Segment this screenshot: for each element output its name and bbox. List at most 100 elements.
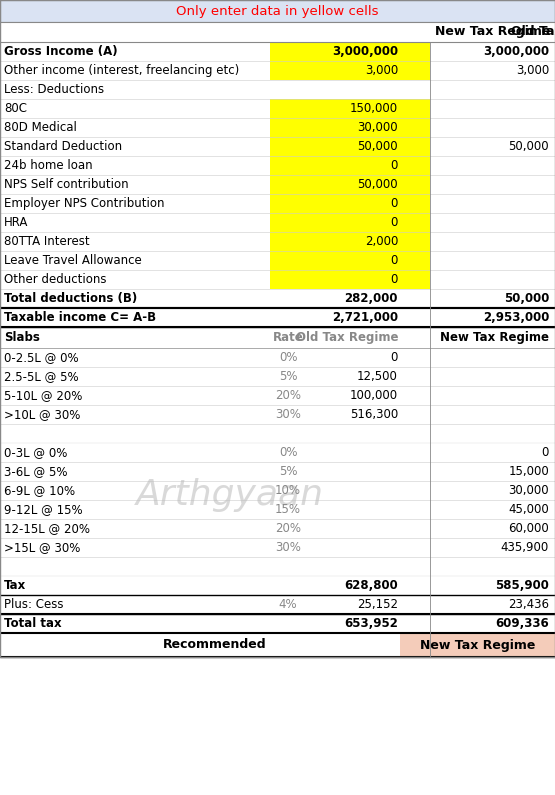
Text: 5%: 5% [279,370,297,383]
Text: New Tax Regime: New Tax Regime [440,331,549,344]
Text: Leave Travel Allowance: Leave Travel Allowance [4,254,142,267]
Text: 435,900: 435,900 [501,541,549,554]
Text: NPS Self contribution: NPS Self contribution [4,178,129,191]
Bar [270,99,430,118]
Bar [0,308,555,327]
Bar [0,213,555,232]
Text: 2,953,000: 2,953,000 [483,311,549,324]
Text: 2.5-5L @ 5%: 2.5-5L @ 5% [4,370,79,383]
Text: 3,000: 3,000 [365,64,398,77]
Text: 45,000: 45,000 [508,503,549,516]
Text: 3,000: 3,000 [516,64,549,77]
Text: 5-10L @ 20%: 5-10L @ 20% [4,389,82,402]
Bar [270,137,430,156]
Bar [270,232,430,251]
Text: Recommended: Recommended [163,638,267,651]
Text: >15L @ 30%: >15L @ 30% [4,541,80,554]
Text: 20%: 20% [275,389,301,402]
Text: Total deductions (B): Total deductions (B) [4,292,137,305]
Bar [0,576,555,595]
Text: Arthgyaan: Arthgyaan [136,478,324,512]
Text: 30,000: 30,000 [357,121,398,134]
Bar [0,348,555,367]
Bar [0,424,555,443]
Text: 4%: 4% [279,598,297,611]
Text: 80C: 80C [4,102,27,115]
Text: 30,000: 30,000 [508,484,549,497]
Text: 50,000: 50,000 [508,140,549,153]
Text: 516,300: 516,300 [350,408,398,421]
Text: Gross Income (A): Gross Income (A) [4,45,118,58]
Bar [0,538,555,557]
Text: 15,000: 15,000 [508,465,549,478]
Text: Employer NPS Contribution: Employer NPS Contribution [4,197,164,210]
Text: 609,336: 609,336 [495,617,549,630]
Text: 20%: 20% [275,522,301,535]
Text: Old Tax Regime: Old Tax Regime [295,331,398,344]
Bar [270,194,430,213]
Bar [0,137,555,156]
Text: 80D Medical: 80D Medical [4,121,77,134]
Text: 150,000: 150,000 [350,102,398,115]
Text: 15%: 15% [275,503,301,516]
Text: 50,000: 50,000 [503,292,549,305]
Text: 10%: 10% [275,484,301,497]
Text: 30%: 30% [275,541,301,554]
Bar [0,22,555,42]
Bar [0,386,555,405]
Bar [0,405,555,424]
Bar [0,61,555,80]
Bar [0,156,555,175]
Bar [270,175,430,194]
Text: New Tax Regime: New Tax Regime [435,25,550,38]
Text: 6-9L @ 10%: 6-9L @ 10% [4,484,75,497]
Bar [270,251,430,270]
Bar [430,348,555,595]
Text: Standard Deduction: Standard Deduction [4,140,122,153]
Text: Slabs: Slabs [4,331,40,344]
Bar [0,0,555,22]
Text: 0: 0 [391,159,398,172]
Text: 5%: 5% [279,465,297,478]
Text: 0: 0 [391,197,398,210]
Bar [0,289,555,308]
Text: Less: Deductions: Less: Deductions [4,83,104,96]
Bar [0,443,555,462]
Bar [270,348,430,595]
Text: Tax: Tax [4,579,26,592]
Bar [0,557,555,576]
Bar [0,481,555,500]
Bar [0,232,555,251]
Text: HRA: HRA [4,216,28,229]
Text: 0%: 0% [279,351,297,364]
Text: 0-2.5L @ 0%: 0-2.5L @ 0% [4,351,79,364]
Text: 628,800: 628,800 [344,579,398,592]
Bar [0,42,555,61]
Text: 3,000,000: 3,000,000 [332,45,398,58]
Bar [270,118,430,137]
Bar [0,251,555,270]
Text: 0: 0 [391,216,398,229]
Text: 282,000: 282,000 [345,292,398,305]
Text: 80TTA Interest: 80TTA Interest [4,235,89,248]
Bar [0,500,555,519]
Text: Rate: Rate [273,331,304,344]
Text: Total tax: Total tax [4,617,62,630]
Text: 3-6L @ 5%: 3-6L @ 5% [4,465,68,478]
Text: 100,000: 100,000 [350,389,398,402]
Text: 24b home loan: 24b home loan [4,159,93,172]
Text: 3,000,000: 3,000,000 [483,45,549,58]
Text: Old Tax Regime: Old Tax Regime [511,25,555,38]
Bar [0,194,555,213]
Bar [0,118,555,137]
Text: 0-3L @ 0%: 0-3L @ 0% [4,446,67,459]
Text: 25,152: 25,152 [357,598,398,611]
Text: 2,721,000: 2,721,000 [332,311,398,324]
Bar [0,614,555,633]
Text: 12,500: 12,500 [357,370,398,383]
Text: Taxable income C= A-B: Taxable income C= A-B [4,311,156,324]
Text: 0: 0 [391,254,398,267]
Bar [400,633,555,657]
Text: Other deductions: Other deductions [4,273,107,286]
Text: New Tax Regime: New Tax Regime [420,638,535,651]
